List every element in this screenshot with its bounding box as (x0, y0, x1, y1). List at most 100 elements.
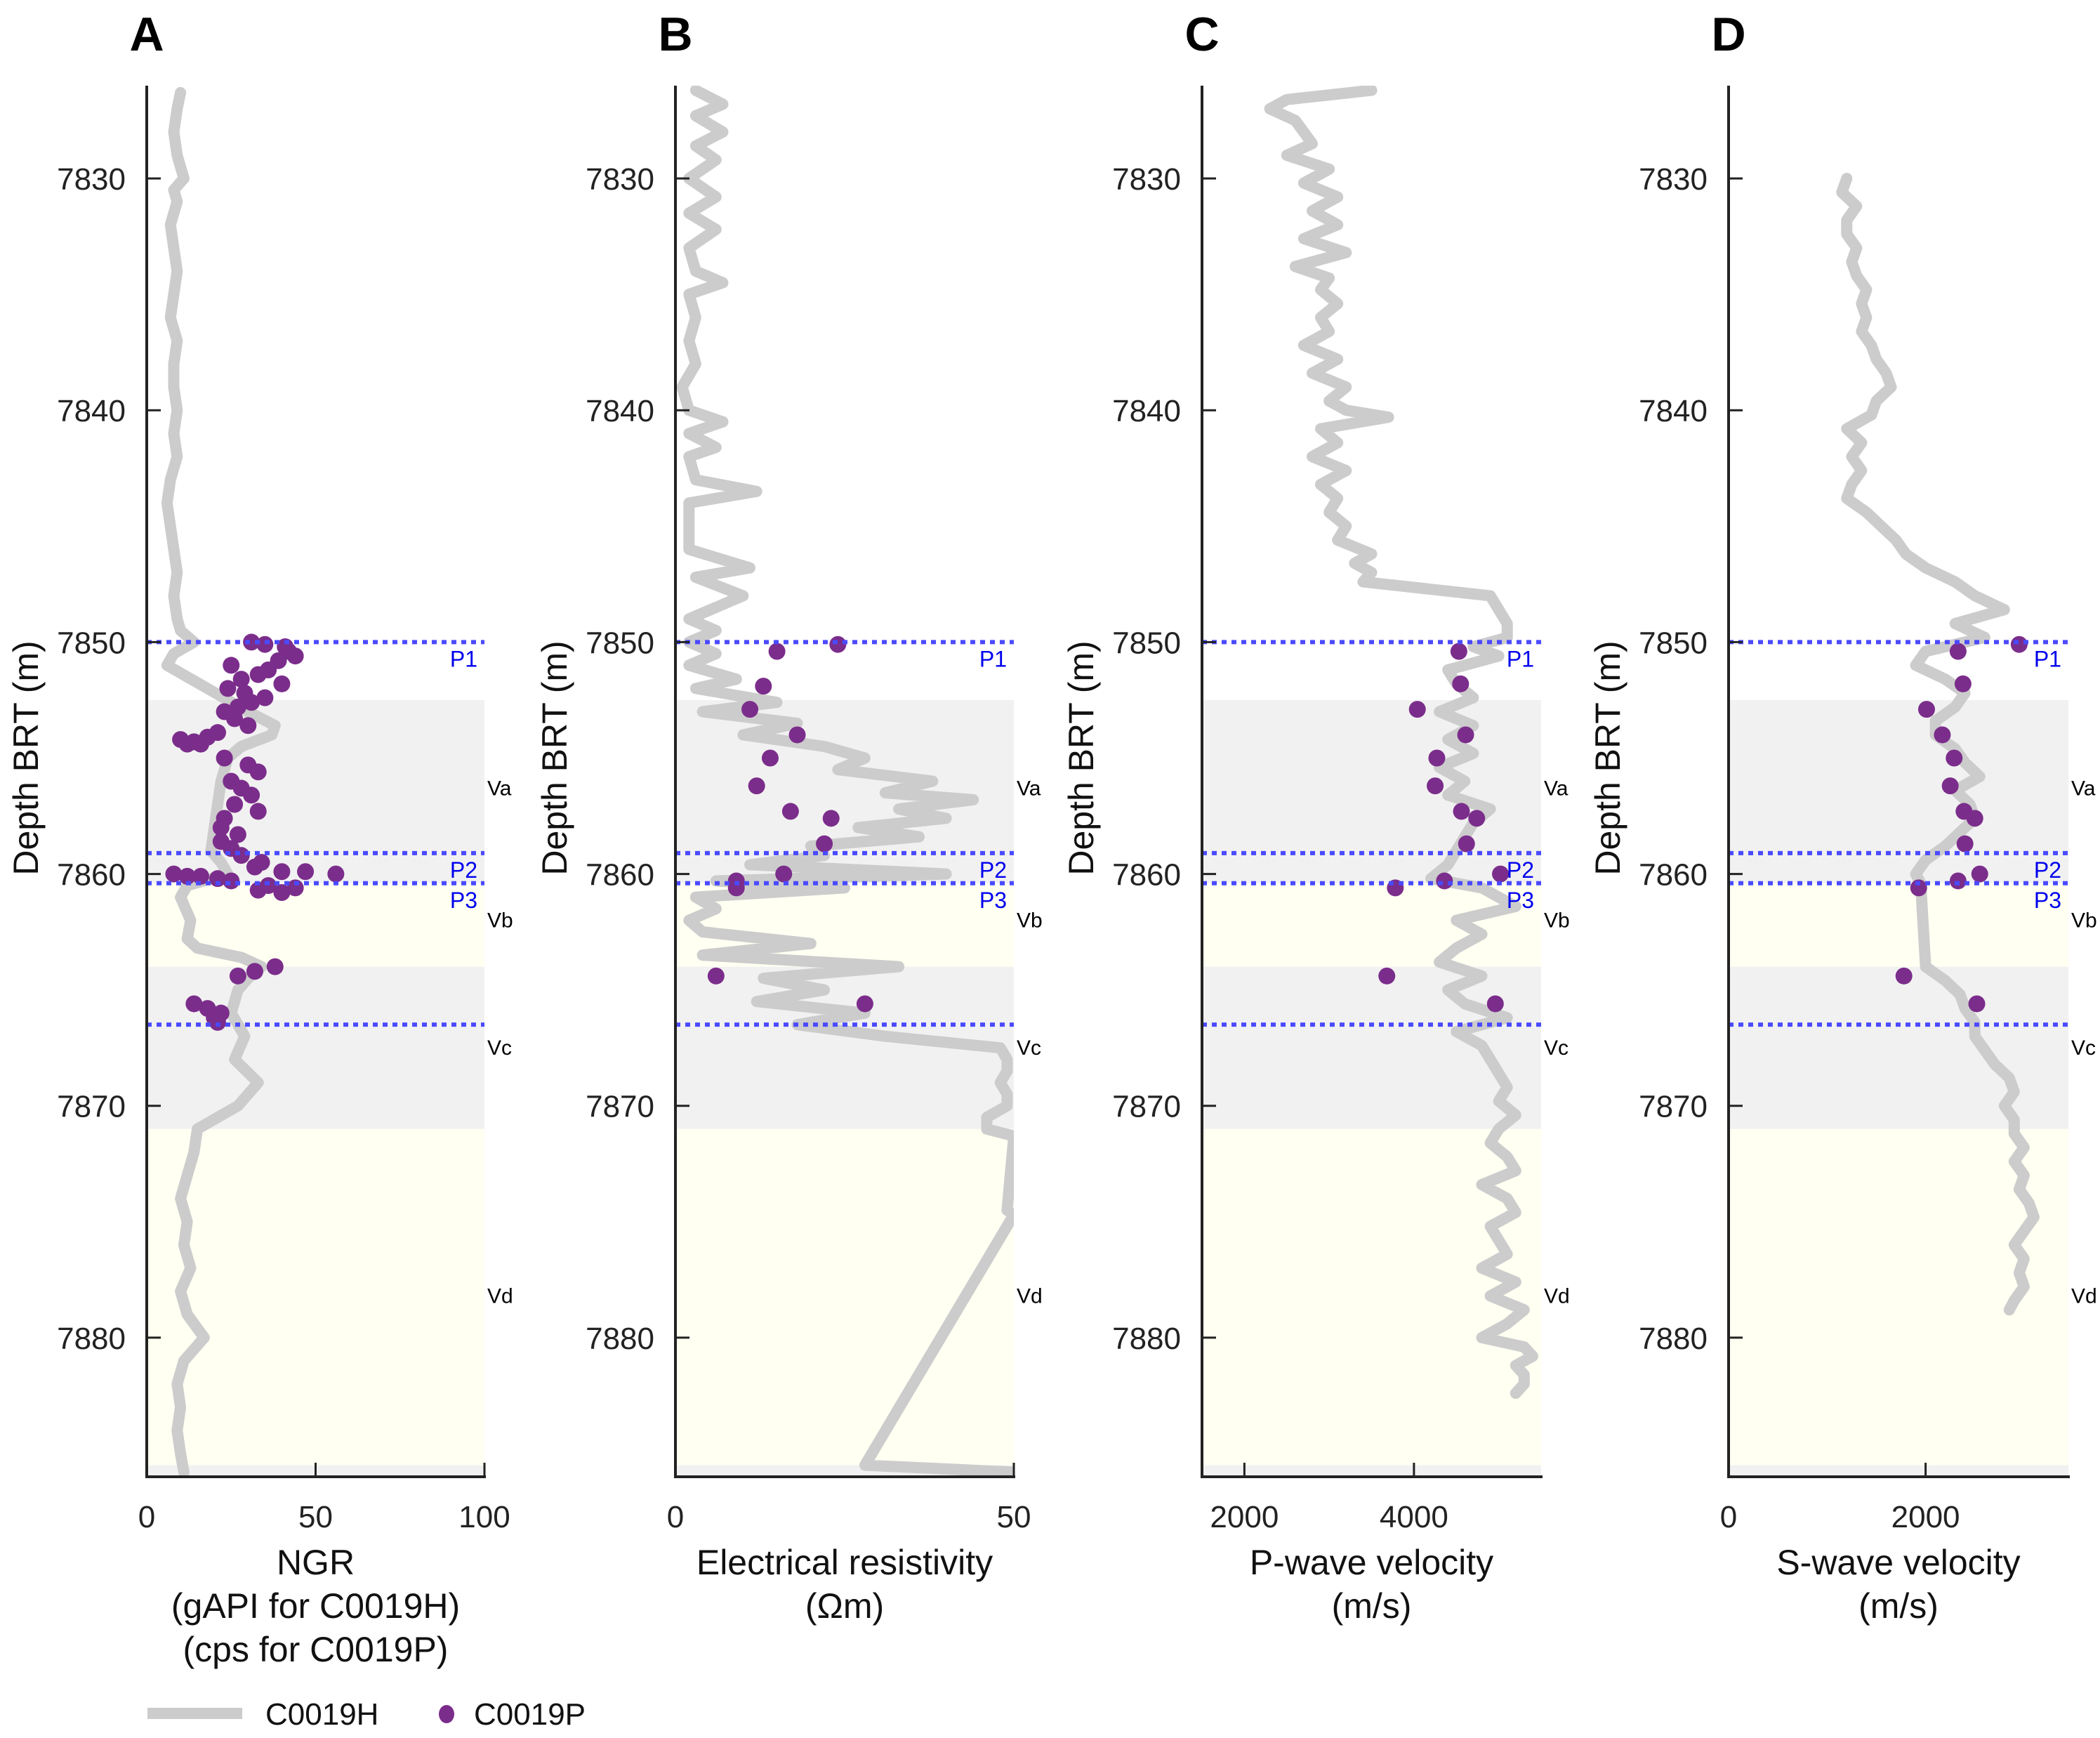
data-point (192, 867, 209, 885)
y-tick-label: 7830 (1112, 162, 1181, 197)
legend-point-swatch (439, 1705, 454, 1723)
data-point (707, 967, 725, 985)
zone-label-vd: Vd (1017, 1284, 1043, 1308)
data-point (246, 858, 263, 876)
data-point (1457, 726, 1474, 744)
data-point (1910, 879, 1927, 897)
legend: C0019H C0019P (147, 1697, 586, 1732)
y-tick-label: 7840 (586, 394, 654, 428)
zone-band-va (1729, 699, 2068, 883)
zone-label-va: Va (1017, 777, 1041, 800)
data-point (266, 958, 284, 975)
data-point (829, 636, 847, 653)
panel-letter-a: A (129, 8, 164, 61)
y-tick-label: 7850 (1112, 626, 1181, 660)
zone-label-vc: Vc (2071, 1036, 2096, 1060)
zone-band-vb (147, 883, 484, 967)
data-point (1378, 967, 1396, 985)
zone-label-vd: Vd (487, 1284, 513, 1308)
data-point (1941, 777, 1959, 795)
data-point (1968, 995, 1986, 1013)
data-point (256, 636, 274, 653)
data-point (1954, 675, 1972, 692)
zone-band-va (147, 699, 484, 883)
data-point (1458, 835, 1475, 852)
x-axis-unit: (m/s) (1332, 1586, 1412, 1626)
y-tick-label: 7840 (1112, 394, 1181, 428)
data-point (286, 647, 304, 665)
data-point (1453, 803, 1470, 820)
data-point (229, 826, 246, 843)
marker-label-p3: P3 (2034, 888, 2061, 913)
data-point (788, 726, 806, 744)
zone-band-vd (675, 1128, 1014, 1466)
marker-label-p3: P3 (450, 888, 477, 913)
data-point (1949, 872, 1967, 890)
zone-band-va (675, 699, 1014, 883)
panel-letter-b: B (658, 8, 692, 61)
y-tick-label: 7840 (57, 394, 126, 428)
data-point (1450, 643, 1467, 660)
x-tick-label: 2000 (1891, 1500, 1960, 1534)
data-point (226, 710, 244, 728)
data-point (226, 796, 244, 813)
data-point (1486, 995, 1504, 1013)
y-tick-label: 7870 (586, 1090, 654, 1124)
data-point (1452, 675, 1470, 692)
x-axis-title: P-wave velocity (1250, 1543, 1493, 1582)
x-tick-label: 2000 (1210, 1500, 1279, 1534)
panel-data (1264, 86, 1538, 1400)
legend-label-c0019h: C0019H (265, 1697, 378, 1732)
data-point (748, 777, 765, 795)
panel-c: P1 P2 P3 Va Vb Vc Vd 7830 7840 7850 7860 7870 7880 20… (1062, 8, 1570, 1626)
y-tick-label: 7850 (57, 626, 126, 660)
y-tick-label: 7880 (57, 1322, 126, 1356)
y-tick-label: 7830 (586, 162, 654, 197)
data-point (768, 643, 786, 660)
y-axis-title: Depth BRT (m) (535, 640, 574, 875)
data-point (741, 701, 759, 718)
zone-label-vc: Vc (1544, 1036, 1569, 1060)
zone-band-vc (1202, 966, 1541, 1129)
marker-label-p3: P3 (979, 888, 1007, 913)
panel-letter-d: D (1711, 8, 1745, 61)
y-tick-label: 7880 (1639, 1322, 1708, 1356)
data-point (165, 865, 183, 883)
data-point (249, 881, 267, 899)
data-point (1917, 701, 1935, 718)
data-point (816, 835, 833, 852)
marker-label-p2: P2 (979, 857, 1007, 883)
y-tick-label: 7860 (57, 858, 126, 893)
data-point (1934, 726, 1951, 744)
zone-label-vd: Vd (2071, 1284, 2097, 1308)
data-point (775, 865, 793, 883)
data-point (327, 865, 345, 883)
data-point (229, 967, 246, 985)
x-axis-unit: (gAPI for C0019H) (171, 1586, 460, 1626)
y-tick-label: 7830 (57, 162, 126, 197)
zone-band-vb (1729, 883, 2068, 967)
x-tick-label: 0 (667, 1500, 684, 1534)
zone-label-vc: Vc (1017, 1036, 1041, 1060)
zone-label-vb: Vb (487, 909, 513, 933)
data-point (246, 963, 263, 980)
y-tick-label: 7830 (1639, 162, 1708, 197)
x-axis-unit: (cps for C0019P) (183, 1630, 449, 1669)
panel-data (161, 86, 345, 1477)
zone-band (1729, 1465, 2068, 1477)
data-point (273, 675, 291, 692)
data-point (781, 803, 799, 820)
x-tick-label: 0 (1720, 1500, 1737, 1534)
zone-label-vb: Vb (2071, 909, 2097, 933)
data-point (249, 763, 267, 781)
x-axis-unit: (m/s) (1858, 1586, 1939, 1626)
series-line-c0019h (676, 86, 1014, 1477)
data-point (209, 870, 227, 888)
marker-label-p1: P1 (450, 647, 477, 672)
zone-label-va: Va (487, 777, 512, 800)
data-point (856, 995, 873, 1013)
marker-label-p2: P2 (1507, 857, 1534, 883)
panel-data (1836, 173, 2040, 1316)
data-point (727, 879, 745, 897)
data-point (178, 735, 196, 753)
